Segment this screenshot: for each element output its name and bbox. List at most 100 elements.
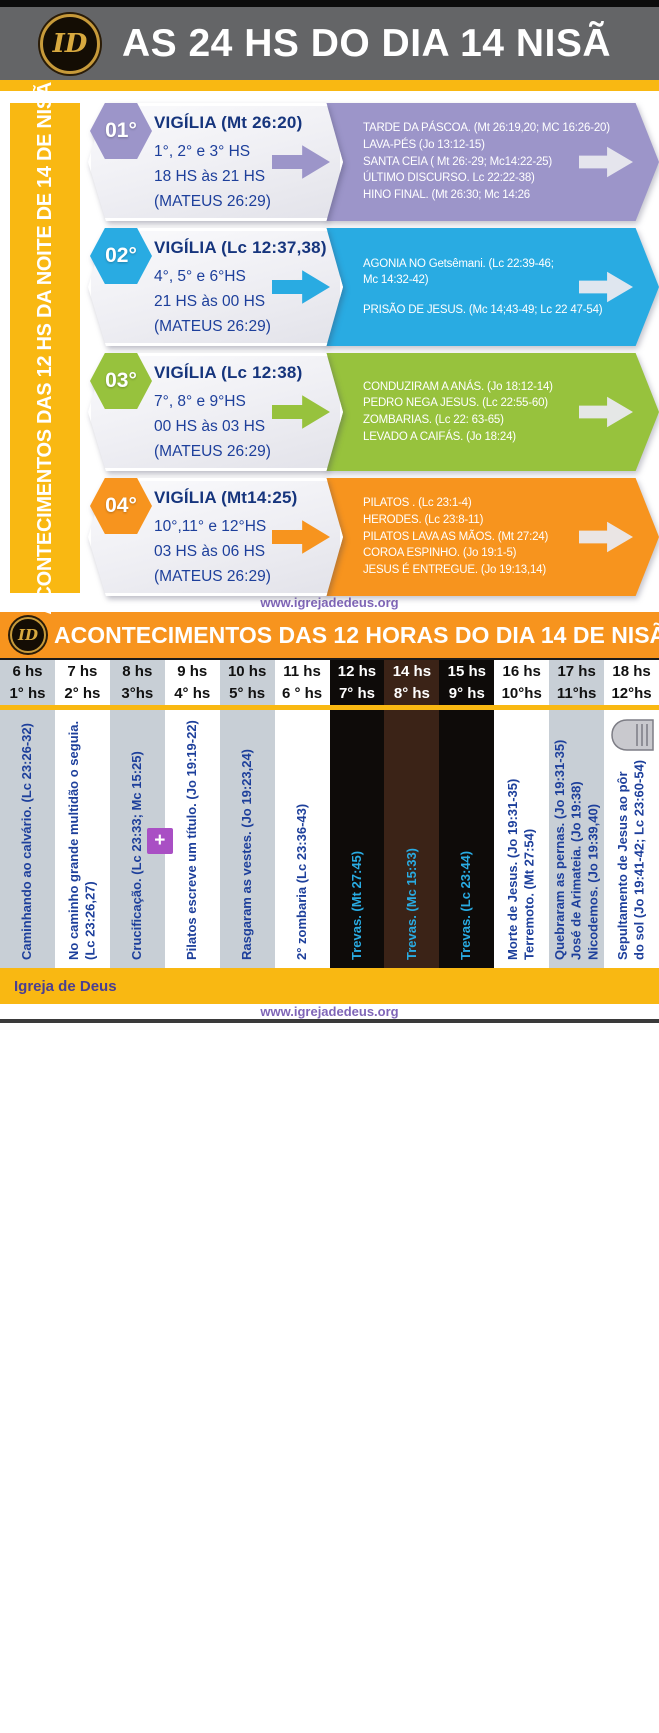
watch-event-line: ÚLTIMO DISCURSO. Lc 22:22-38): [363, 172, 535, 185]
watch-hours-line: (MATEUS 26:29): [154, 442, 271, 460]
website-link[interactable]: www.igrejadedeus.org: [260, 595, 399, 610]
night-sidebar: ACONTECIMENTOS DAS 12 HS DA NOITE DE 14 …: [10, 82, 80, 614]
hour-cell: 8 hs 3°hs: [109, 660, 165, 705]
tomb-icon: [609, 718, 655, 757]
hour-ordinal: 5° hs: [229, 684, 266, 702]
day-event-line: 2° zombaria (Lc 23:36-43): [293, 803, 309, 960]
day-event-line: Nicodemos. (Jo 19:39,40): [584, 803, 600, 960]
watch-hours-line: 4°, 5° e 6°HS: [154, 268, 246, 285]
watch-hours-line: 21 HS às 00 HS: [154, 292, 266, 310]
hour-ordinal: 1° hs: [9, 684, 46, 702]
hour-cell: 6 hs 1° hs: [0, 660, 55, 705]
hour-ordinal: 3°hs: [121, 684, 154, 702]
top-border: [0, 0, 659, 7]
watch-row-4: 04° VIGÍLIA (Mt14:25) 10°,11° e 12°HS 03…: [88, 478, 659, 596]
hour-label: 15 hs: [447, 663, 486, 681]
watch-event-line: PILATOS LAVA AS MÃOS. (Mt 27:24): [363, 530, 549, 543]
church-logo-icon: ID: [10, 617, 46, 653]
hour-label: 9 hs: [177, 663, 208, 681]
watch-number-badge: 02°: [90, 228, 152, 284]
hour-header-row: 6 hs 1° hs 7 hs 2° hs 8 hs 3°hs 9 hs 4° hs 1…: [0, 658, 659, 705]
watch-hours-line: (MATEUS 26:29): [154, 192, 271, 210]
hour-label: 6 hs: [12, 663, 43, 681]
hour-cell: 18 hs 12°hs: [604, 660, 659, 705]
watch-event-line: JESUS É ENTREGUE. (Jo 19:13,14): [363, 564, 546, 576]
day-events-row: Caminhando ao calvário. (Lc 23:26-32) No…: [0, 710, 659, 968]
watch-hours-line: 03 HS às 06 HS: [154, 542, 266, 560]
day-event-line: Trevas. (Mt 27:45): [348, 850, 364, 960]
watch-row-2: 02° VIGÍLIA (Lc 12:37,38) 4°, 5° e 6°HS …: [88, 228, 659, 346]
day-section-title: ACONTECIMENTOS DAS 12 HORAS DO DIA 14 DE…: [54, 621, 659, 648]
day-event-column: Rasgaram as vestes. (Jo 19:23,24): [219, 710, 275, 968]
watch-event-line: LEVADO A CAIFÁS. (Jo 18:24): [363, 430, 516, 443]
watch-event-line: ZOMBARIAS. (Lc 22: 63-65): [363, 414, 504, 426]
hour-cell: 16 hs 10°hs: [494, 660, 550, 705]
hour-label: 16 hs: [502, 663, 541, 681]
watch-event-line: AGONIA NO Getsêmani. (Lc 22:39-46;: [363, 257, 554, 270]
day-event-line: Trevas. (Lc 23:44): [458, 850, 474, 960]
footer-org-name: Igreja de Deus: [14, 977, 117, 995]
hour-label: 17 hs: [557, 663, 596, 681]
watch-event-line: Mc 14:32-42): [363, 274, 429, 287]
watch-info-box: VIGÍLIA (Mt 26:20) 1°, 2° e 3° HS 18 HS …: [88, 103, 343, 221]
gold-divider: [0, 705, 659, 710]
watch-hours-line: 10°,11° e 12°HS: [154, 518, 267, 535]
day-event-column: Sepultamento de Jesus ao pôr do sol (Jo …: [604, 710, 659, 968]
day-event-column: Quebraram as pernas. (Jo 19:31-35) José …: [549, 710, 605, 968]
hour-label: 7 hs: [67, 663, 98, 681]
day-event-line: Rasgaram as vestes. (Jo 19:23,24): [238, 748, 254, 960]
day-header: ID ACONTECIMENTOS DAS 12 HORAS DO DIA 14…: [0, 612, 659, 658]
day-event-line: Trevas. (Mc 15:33): [403, 847, 419, 960]
hour-cell: 12 hs 7° hs: [329, 660, 385, 705]
day-event-column: Morte de Jesus. (Jo 19:31-35) Terremoto.…: [494, 710, 550, 968]
watch-hours-line: 1°, 2° e 3° HS: [154, 143, 251, 160]
day-event-column: No caminho grande multidão o seguia. (Lc…: [54, 710, 110, 968]
day-event-line: Quebraram as pernas. (Jo 19:31-35): [551, 739, 567, 960]
watch-hours-line: (MATEUS 26:29): [154, 317, 271, 335]
hour-ordinal: 6 ° hs: [281, 684, 323, 702]
day-event-column: Crucificação. (Lc 23:33; Mc 15:25) +: [109, 710, 173, 968]
hour-cell: 7 hs 2° hs: [54, 660, 110, 705]
hour-label: 18 hs: [612, 663, 651, 681]
watch-number-badge: 01°: [90, 103, 152, 159]
night-section: ACONTECIMENTOS DAS 12 HS DA NOITE DE 14 …: [0, 82, 659, 614]
watch-row-1: 01° VIGÍLIA (Mt 26:20) 1°, 2° e 3° HS 18…: [88, 103, 659, 221]
hour-label: 14 hs: [392, 663, 432, 681]
gold-stripe: [0, 80, 659, 91]
day-event-line: No caminho grande multidão o seguia.: [65, 720, 81, 960]
hour-cell: 9 hs 4° hs: [164, 660, 220, 705]
page-title: AS 24 HS DO DIA 14 NISÃ: [121, 21, 612, 65]
day-event-column: Trevas. (Lc 23:44): [439, 710, 495, 968]
watch-hours-line: 7°, 8° e 9°HS: [154, 393, 246, 410]
watch-title: VIGÍLIA (Mt 26:20): [154, 113, 303, 132]
day-event-line: José de Arimateia. (Jo 19:38): [568, 781, 584, 960]
hour-ordinal: 2° hs: [64, 684, 101, 702]
logo-monogram: ID: [17, 626, 39, 644]
day-event-column: 2° zombaria (Lc 23:36-43): [274, 710, 330, 968]
watch-row-3: 03° VIGÍLIA (Lc 12:38) 7°, 8° e 9°HS 00 …: [88, 353, 659, 471]
day-event-line: Caminhando ao calvário. (Lc 23:26-32): [19, 723, 35, 960]
hour-label: 11 hs: [283, 663, 321, 681]
watch-number-badge: 03°: [90, 353, 152, 409]
day-event-line: (Lc 23:26,27): [82, 881, 98, 960]
day-event-column: Trevas. (Mt 27:45): [329, 710, 385, 968]
church-logo-icon: ID: [40, 13, 100, 74]
watch-title: VIGÍLIA (Lc 12:38): [154, 363, 303, 382]
day-event-line: Morte de Jesus. (Jo 19:31-35): [505, 778, 521, 960]
night-sidebar-label: ACONTECIMENTOS DAS 12 HS DA NOITE DE 14 …: [33, 81, 56, 615]
watch-hours-line: 00 HS às 03 HS: [154, 417, 266, 435]
footer-bar: Igreja de Deus: [0, 968, 659, 1004]
day-event-column: Caminhando ao calvário. (Lc 23:26-32): [0, 710, 55, 968]
watch-number-badge: 04°: [90, 478, 152, 534]
watch-hours-line: (MATEUS 26:29): [154, 567, 271, 585]
day-event-column: Trevas. (Mc 15:33): [384, 710, 440, 968]
watch-event-line: COROA ESPINHO. (Jo 19:1-5): [363, 547, 517, 560]
watch-title: VIGÍLIA (Lc 12:37,38): [154, 238, 327, 257]
watch-event-line: PEDRO NEGA JESUS. (Lc 22:55-60): [363, 397, 548, 410]
day-event-line: do sol (Jo 19:41-42; Lc 23:60-54): [631, 759, 647, 960]
day-event-line: Pilatos escreve um título. (Jo 19:19-22): [183, 720, 199, 960]
hour-cell: 10 hs 5° hs: [219, 660, 275, 705]
footer-website-link[interactable]: www.igrejadedeus.org: [0, 1004, 659, 1019]
hour-ordinal: 11°hs: [556, 684, 597, 702]
day-event-line: Terremoto. (Mt 27:54): [521, 828, 537, 960]
